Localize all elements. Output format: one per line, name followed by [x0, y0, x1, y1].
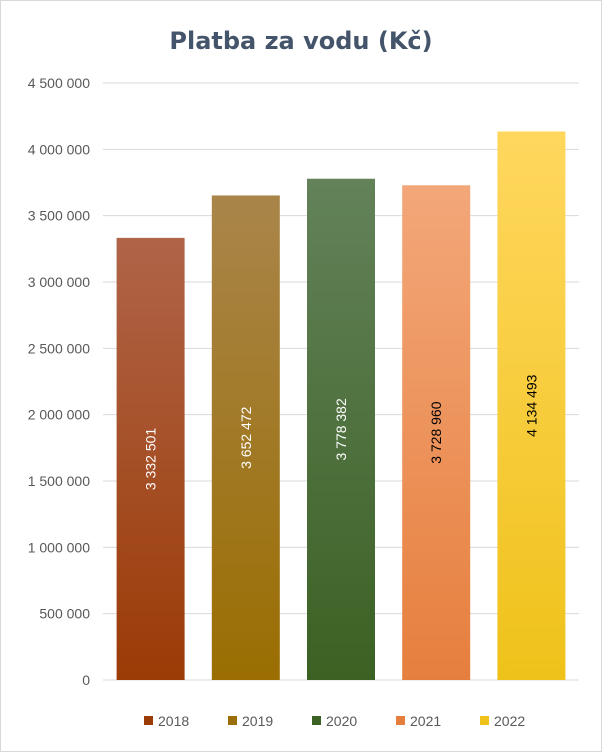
bar-2018	[116, 237, 185, 681]
y-tick-label: 4 500 000	[28, 75, 90, 91]
data-label: 4 134 493	[523, 374, 539, 436]
data-label: 3 728 960	[428, 401, 444, 463]
legend-label-2021: 2021	[410, 713, 441, 729]
legend-swatch-2019	[228, 716, 237, 725]
legend-label-2022: 2022	[494, 713, 525, 729]
legend-swatch-2021	[396, 716, 405, 725]
bar-2020	[307, 178, 375, 680]
y-tick-label: 1 500 000	[28, 473, 90, 489]
y-tick-label: 2 000 000	[28, 407, 90, 423]
legend-swatch-2018	[144, 716, 153, 725]
y-tick-label: 0	[82, 672, 90, 688]
legend-swatch-2020	[312, 716, 321, 725]
data-label: 3 778 382	[333, 398, 349, 460]
y-tick-label: 2 500 000	[28, 340, 90, 356]
bar-2021	[402, 185, 471, 680]
legend-label-2018: 2018	[158, 713, 189, 729]
chart-title: Platba za vodu (Kč)	[169, 27, 433, 55]
y-tick-label: 3 500 000	[28, 208, 90, 224]
legend-swatch-2022	[480, 716, 489, 725]
y-tick-label: 4 000 000	[28, 141, 90, 157]
bar-2019	[211, 195, 280, 680]
y-tick-label: 1 000 000	[28, 539, 90, 555]
legend-label-2019: 2019	[242, 713, 273, 729]
data-label: 3 652 472	[238, 406, 254, 468]
y-tick-label: 500 000	[39, 606, 90, 622]
y-tick-label: 3 000 000	[28, 274, 90, 290]
legend-label-2020: 2020	[326, 713, 357, 729]
bar-2022	[497, 131, 566, 680]
data-label: 3 332 501	[143, 428, 159, 490]
